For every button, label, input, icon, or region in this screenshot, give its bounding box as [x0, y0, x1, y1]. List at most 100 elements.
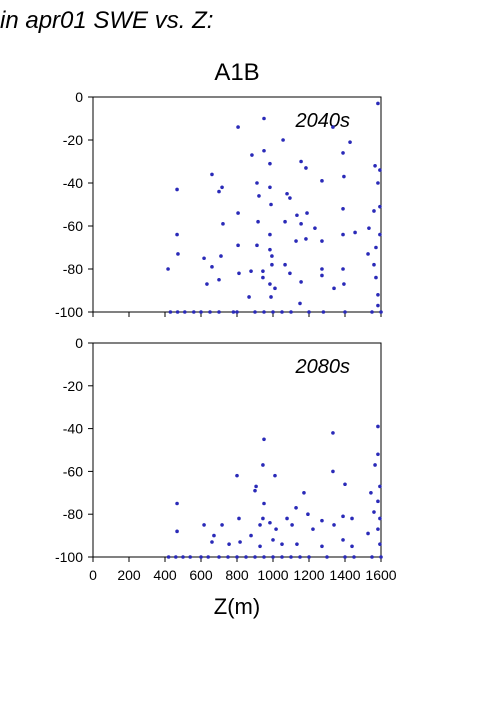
point [285, 516, 289, 521]
point [236, 125, 240, 129]
point [273, 473, 277, 478]
point [271, 538, 275, 542]
point [268, 247, 272, 252]
point [378, 232, 382, 237]
point [341, 538, 345, 542]
x-tick-label: 0 [89, 567, 97, 583]
point [192, 310, 196, 314]
point [299, 222, 303, 226]
point [221, 222, 225, 226]
point [236, 243, 240, 248]
point [352, 555, 356, 559]
point [217, 277, 221, 282]
point [331, 469, 335, 474]
point [311, 527, 315, 531]
point [376, 452, 380, 457]
point [249, 533, 253, 538]
point [376, 527, 380, 531]
point [262, 501, 266, 506]
point [235, 473, 239, 478]
point [372, 209, 376, 213]
point [253, 310, 257, 314]
point [261, 463, 265, 467]
point [181, 555, 185, 559]
point [343, 482, 347, 487]
point [320, 239, 324, 243]
point [350, 544, 354, 549]
point [261, 269, 265, 273]
point [341, 232, 345, 237]
point [220, 523, 224, 527]
point [285, 191, 289, 196]
point [256, 219, 260, 224]
point [238, 540, 242, 544]
point [378, 516, 382, 521]
point [210, 172, 214, 177]
point [366, 531, 370, 536]
point [268, 185, 272, 190]
point [348, 140, 352, 144]
point [235, 555, 239, 559]
x-tick-label: 800 [225, 567, 249, 583]
point [372, 262, 376, 267]
point [280, 542, 284, 546]
point [255, 243, 259, 248]
y-tick-label: -80 [63, 261, 83, 277]
point [366, 252, 370, 256]
point [217, 310, 221, 314]
point [304, 166, 308, 170]
point [376, 499, 380, 504]
point [372, 510, 376, 514]
point [320, 518, 324, 523]
point [294, 239, 298, 243]
point [176, 252, 180, 256]
annotation: 2040s [295, 110, 351, 132]
point [220, 185, 224, 190]
point [341, 267, 345, 271]
point [255, 181, 259, 185]
point [202, 523, 206, 527]
point [350, 516, 354, 521]
point [262, 148, 266, 153]
point [244, 555, 248, 559]
point [253, 555, 257, 559]
point [320, 179, 324, 183]
point [175, 310, 180, 314]
point [299, 159, 303, 164]
point [271, 310, 275, 314]
point [175, 501, 179, 506]
point [313, 226, 317, 230]
point [295, 542, 299, 546]
x-axis-label: Z(m) [214, 594, 260, 619]
point [247, 295, 251, 299]
point [268, 232, 272, 237]
point [280, 310, 284, 314]
point [341, 151, 345, 155]
point [208, 310, 212, 314]
point [378, 542, 382, 546]
y-tick-label: -40 [63, 421, 83, 437]
y-tick-label: 0 [75, 335, 83, 351]
point [262, 555, 266, 559]
point [307, 555, 311, 559]
x-tick-label: 600 [189, 567, 213, 583]
point [379, 310, 383, 314]
point [373, 164, 377, 168]
y-tick-label: 0 [75, 89, 83, 105]
y-tick-label: -100 [55, 549, 83, 565]
point [298, 301, 302, 306]
point [378, 484, 382, 489]
point [281, 138, 285, 142]
point [250, 153, 254, 157]
annotation: 2080s [295, 356, 351, 378]
point [257, 194, 261, 198]
point [199, 555, 203, 559]
point [341, 207, 345, 211]
panel-title: A1B [214, 59, 259, 86]
point [235, 310, 239, 314]
point [269, 295, 273, 299]
point [175, 187, 179, 192]
point [370, 310, 374, 314]
point [305, 211, 309, 215]
point [302, 491, 306, 495]
